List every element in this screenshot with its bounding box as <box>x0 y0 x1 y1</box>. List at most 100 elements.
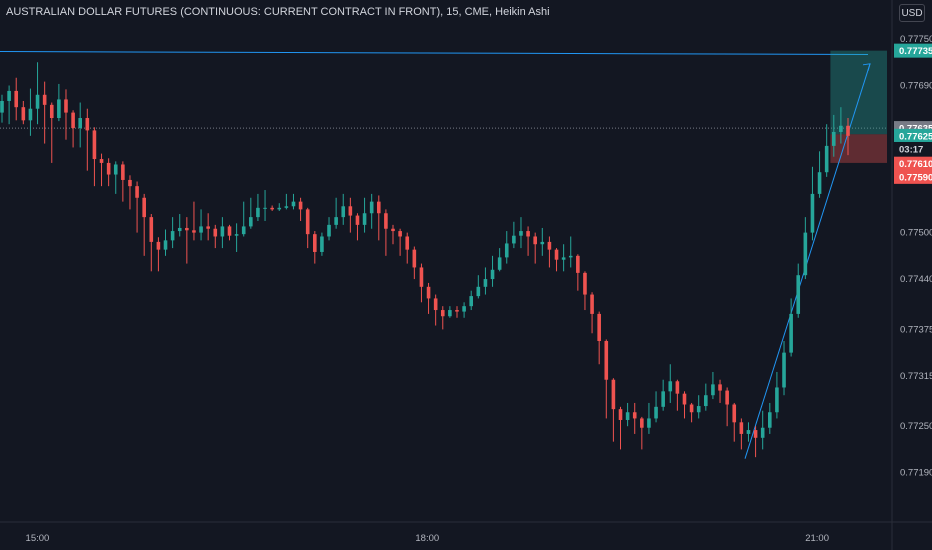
candle-body <box>497 257 502 270</box>
candle-body <box>568 255 573 258</box>
candle-body <box>49 104 54 119</box>
candle-body <box>455 310 459 312</box>
candles <box>0 62 850 458</box>
candle-body <box>0 100 4 113</box>
candle-body <box>206 226 210 229</box>
candle-body <box>831 131 836 146</box>
candle-body <box>313 234 317 252</box>
time-axis[interactable]: 15:0018:0021:001203:0006:0009:0012:0015:… <box>26 533 932 544</box>
candle-body <box>604 341 609 380</box>
candle-body <box>433 298 438 311</box>
candle-body <box>817 172 822 194</box>
candle-body <box>419 267 424 287</box>
price-tag-label: 0.77610 <box>899 159 932 170</box>
candle-body <box>654 406 658 419</box>
position-target-zone <box>830 50 887 135</box>
candle-body <box>775 387 779 413</box>
time-tick-label: 15:00 <box>26 533 50 544</box>
candle-body <box>696 406 701 413</box>
candle-body <box>426 286 431 299</box>
price-tag-label: 03:17 <box>899 144 923 155</box>
currency-button[interactable]: USD <box>899 4 925 22</box>
candle-body <box>376 201 381 214</box>
trend-arrow-head <box>862 63 871 71</box>
candle-body <box>7 90 11 101</box>
candle-body <box>170 231 175 241</box>
candle-body <box>512 235 516 244</box>
candle-body <box>718 384 722 391</box>
candle-body <box>298 201 303 210</box>
candle-body <box>839 125 843 132</box>
candle-body <box>504 243 509 258</box>
candle-body <box>675 381 680 394</box>
candle-body <box>689 404 694 413</box>
price-tick-label: 0.77750 <box>900 34 932 45</box>
candle-body <box>618 409 623 420</box>
position-stop-zone <box>830 134 887 163</box>
candle-body <box>71 112 75 129</box>
candle-body <box>42 94 47 105</box>
candle-body <box>647 418 651 428</box>
candle-body <box>384 213 388 229</box>
price-tick-label: 0.77315 <box>900 371 932 382</box>
candle-body <box>782 352 786 388</box>
candle-body <box>519 231 523 236</box>
candle-body <box>192 230 196 233</box>
price-tag-label: 0.77590 <box>899 172 932 183</box>
candle-body <box>177 227 182 232</box>
price-tag <box>894 169 932 184</box>
candle-body <box>369 201 374 214</box>
horizontal-line <box>0 51 869 56</box>
trend-arrow-line <box>744 63 871 459</box>
candle-body <box>547 241 552 250</box>
price-tick-label: 0.77190 <box>900 468 932 479</box>
price-tag-label: 0.77735 <box>899 46 932 57</box>
candle-body <box>405 236 410 250</box>
chart-overlays <box>0 50 888 459</box>
candle-body <box>440 310 445 317</box>
candle-body <box>64 99 68 113</box>
price-axis[interactable]: 0.77750 0.77690 0.77500 0.77440 0.77375 0.773… <box>900 34 932 479</box>
candle-body <box>327 224 331 237</box>
candle-body <box>249 217 253 227</box>
candle-body <box>526 231 530 237</box>
candle-body <box>355 215 360 225</box>
candle-body <box>746 430 751 434</box>
candle-body <box>185 227 189 231</box>
candle-body <box>220 226 225 237</box>
candle-body <box>284 206 289 208</box>
candle-body <box>391 228 395 232</box>
candle-body <box>99 159 104 163</box>
candle-body <box>803 232 808 276</box>
candle-body <box>149 217 154 242</box>
candle-body <box>234 234 239 236</box>
candle-body <box>476 286 481 297</box>
candle-body <box>767 412 772 428</box>
candle-body <box>270 207 274 210</box>
candle-body <box>142 197 146 218</box>
candle-body <box>753 430 758 438</box>
candle-body <box>540 241 545 245</box>
candle-body <box>199 226 203 233</box>
price-tag-label: 0.77625 <box>899 131 932 142</box>
candle-body <box>412 249 417 268</box>
candle-body <box>846 125 850 136</box>
candle-body <box>57 99 61 119</box>
candle-body <box>21 107 26 121</box>
candle-body <box>135 186 139 198</box>
candle-body <box>291 201 296 207</box>
candle-body <box>263 207 267 209</box>
candle-body <box>711 384 715 396</box>
candle-body <box>739 422 744 434</box>
candle-body <box>305 209 310 235</box>
candle-body <box>348 206 353 216</box>
price-tick-label: 0.77375 <box>900 324 932 335</box>
candle-body <box>334 217 338 225</box>
price-tag <box>894 156 932 171</box>
price-tag <box>894 43 932 58</box>
candle-body <box>213 228 218 237</box>
candle-body <box>35 94 40 109</box>
